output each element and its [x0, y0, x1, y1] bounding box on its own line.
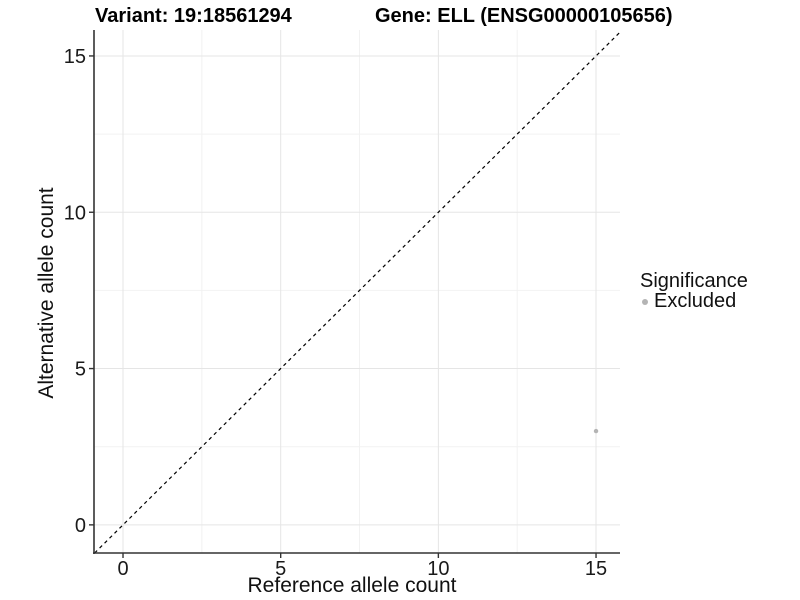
y-tick-label: 15 — [64, 46, 86, 68]
data-point-excluded — [593, 428, 599, 434]
y-tick-label: 10 — [64, 202, 86, 224]
x-tick-label: 5 — [275, 558, 286, 580]
y-axis-title: Alternative allele count — [35, 187, 58, 399]
y-tick-label: 0 — [75, 515, 86, 537]
y-tick-label: 5 — [75, 359, 86, 381]
x-tick-label: 0 — [117, 558, 128, 580]
plot-title-gene: Gene: ELL (ENSG00000105656) — [375, 5, 673, 27]
x-tick-label: 10 — [427, 558, 449, 580]
legend-entry-label: Excluded — [654, 290, 737, 312]
x-tick-label: 15 — [585, 558, 607, 580]
legend-entry-excluded: Excluded — [640, 290, 748, 312]
plot-title-variant: Variant: 19:18561294 — [95, 5, 292, 27]
legend-title: Significance — [640, 270, 748, 292]
x-axis-title: Reference allele count — [247, 574, 457, 597]
identity-line — [94, 31, 621, 554]
legend-key-dot-icon — [642, 298, 648, 305]
legend: Significance Excluded — [640, 271, 748, 311]
